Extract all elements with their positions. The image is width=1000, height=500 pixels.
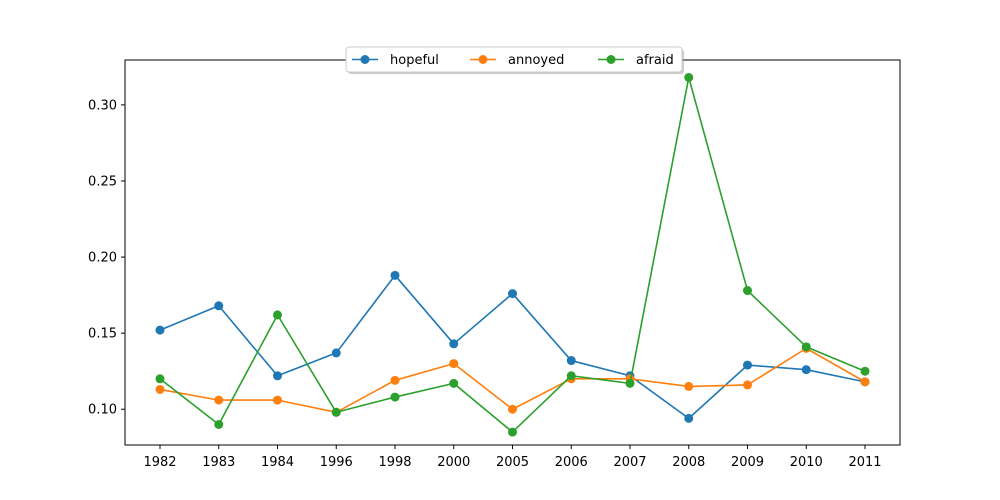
data-point-hopeful [273, 371, 282, 381]
legend-label: hopeful [390, 53, 439, 68]
data-point-hopeful [684, 413, 694, 423]
x-tick-label: 1982 [143, 455, 176, 470]
y-tick-label: 0.20 [88, 251, 117, 266]
data-point-annoyed [273, 395, 282, 405]
legend-marker [478, 55, 488, 64]
data-point-afraid [743, 286, 752, 296]
x-tick-label: 2000 [437, 455, 470, 470]
x-tick-label: 1984 [261, 455, 294, 470]
x-tick-label: 2011 [848, 455, 881, 470]
data-point-hopeful [214, 301, 224, 311]
data-point-afraid [331, 407, 341, 417]
data-point-hopeful [449, 339, 459, 349]
y-axis: 0.10 0.15 0.20 0.25 0.30 [88, 98, 125, 418]
legend-label: annoyed [508, 53, 564, 68]
data-point-afraid [860, 366, 870, 376]
x-tick-label: 2008 [672, 455, 705, 470]
x-tick-label: 1998 [378, 455, 411, 470]
data-point-annoyed [508, 404, 517, 414]
data-point-hopeful [801, 365, 811, 375]
data-point-hopeful [566, 356, 576, 366]
data-point-annoyed [860, 377, 870, 387]
data-point-annoyed [743, 380, 752, 390]
series-line-annoyed [159, 347, 866, 414]
x-tick-label: 2007 [613, 455, 646, 470]
data-point-afraid [684, 73, 694, 82]
data-point-annoyed [449, 359, 459, 369]
legend-box [345, 46, 683, 73]
data-point-afraid [508, 427, 517, 437]
plot-frame [124, 59, 901, 446]
x-tick-label: 2006 [555, 455, 588, 470]
data-point-annoyed [390, 375, 400, 385]
legend-item-annoyed: annoyed [470, 53, 564, 68]
data-point-afraid [449, 378, 459, 388]
series-hopeful [155, 270, 870, 423]
series-annoyed [155, 343, 870, 417]
data-point-afraid [625, 378, 635, 388]
data-point-afraid [273, 310, 282, 320]
series-line-afraid [159, 76, 866, 433]
y-tick-label: 0.15 [88, 327, 117, 342]
data-point-hopeful [331, 348, 341, 358]
x-tick-label: 1996 [320, 455, 353, 470]
y-tick-label: 0.30 [88, 98, 117, 113]
series-layer [155, 73, 870, 437]
data-point-hopeful [743, 360, 752, 370]
legend-marker [360, 55, 370, 64]
data-point-hopeful [508, 289, 517, 299]
data-point-afraid [566, 371, 576, 381]
data-point-afraid [390, 392, 400, 402]
data-point-afraid [801, 342, 811, 352]
data-point-afraid [155, 374, 165, 384]
x-tick-label: 1983 [202, 455, 235, 470]
x-axis: 1982 1983 1984 1996 1998 2000 2005 2006 2007 2008… [143, 445, 882, 470]
x-tick-label: 2010 [790, 455, 823, 470]
data-point-annoyed [214, 395, 224, 405]
legend-label: afraid [636, 53, 674, 68]
x-tick-label: 2005 [496, 455, 529, 470]
data-point-annoyed [155, 384, 165, 394]
y-tick-label: 0.10 [88, 403, 117, 418]
data-point-hopeful [155, 325, 165, 335]
data-point-annoyed [684, 381, 694, 391]
legend: hopeful annoyed afraid [345, 46, 684, 74]
y-tick-label: 0.25 [88, 174, 117, 189]
legend-marker [606, 55, 616, 64]
legend-item-hopeful: hopeful [352, 53, 439, 68]
x-tick-label: 2009 [731, 455, 764, 470]
data-point-hopeful [390, 270, 400, 280]
data-point-afraid [214, 419, 224, 429]
series-afraid [155, 73, 870, 437]
legend-item-afraid: afraid [598, 53, 674, 68]
